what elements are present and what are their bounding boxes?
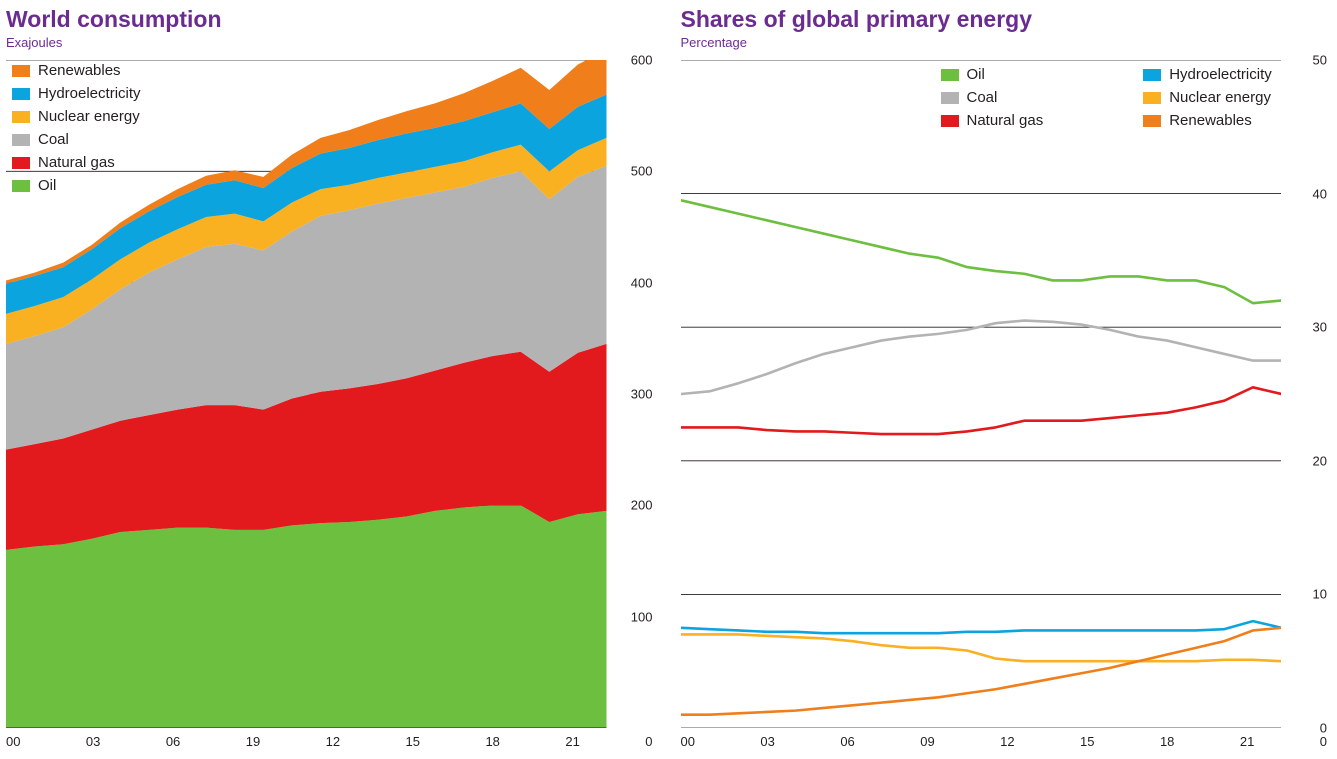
legend-label: Oil (38, 175, 56, 197)
legend-swatch (941, 69, 959, 81)
x-tick: 09 (920, 734, 934, 749)
legend-swatch (12, 180, 30, 192)
x-tick: 00 (6, 734, 20, 749)
legend-item: Renewables (1143, 110, 1272, 132)
x-tick: 06 (166, 734, 180, 749)
legend-item: Hydroelectricity (12, 83, 141, 105)
y-tick: 100 (631, 609, 653, 624)
x-tick: 06 (840, 734, 854, 749)
legend-item: Nuclear energy (1143, 87, 1272, 109)
legend-item: Coal (941, 87, 1044, 109)
left-legend: RenewablesHydroelectricityNuclear energy… (12, 60, 141, 198)
world-consumption-panel: World consumption Exajoules RenewablesHy… (6, 6, 653, 749)
shares-panel: Shares of global primary energy Percenta… (681, 6, 1328, 749)
y-tick: 500 (631, 164, 653, 179)
x-tick: 0 (1320, 734, 1327, 749)
y-tick: 50 (1313, 53, 1327, 68)
legend-swatch (12, 88, 30, 100)
legend-label: Coal (967, 87, 998, 109)
legend-swatch (1143, 69, 1161, 81)
legend-item: Coal (12, 129, 141, 151)
legend-label: Renewables (1169, 110, 1252, 132)
x-tick: 21 (565, 734, 579, 749)
legend-swatch (12, 134, 30, 146)
left-subtitle: Exajoules (6, 35, 653, 50)
legend-swatch (1143, 92, 1161, 104)
right-title: Shares of global primary energy (681, 6, 1328, 33)
right-y-axis: 01020304050 (1281, 60, 1327, 728)
legend-swatch (1143, 115, 1161, 127)
left-plot: RenewablesHydroelectricityNuclear energy… (6, 60, 607, 728)
legend-item: Oil (12, 175, 141, 197)
x-tick: 18 (485, 734, 499, 749)
legend-swatch (12, 65, 30, 77)
x-tick: 0 (645, 734, 652, 749)
left-y-axis: 100200300400500600 (607, 60, 653, 728)
right-subtitle: Percentage (681, 35, 1328, 50)
x-tick: 21 (1240, 734, 1254, 749)
right-plot: OilCoalNatural gas HydroelectricityNuclea… (681, 60, 1282, 728)
legend-swatch (12, 157, 30, 169)
y-tick: 300 (631, 387, 653, 402)
legend-label: Natural gas (967, 110, 1044, 132)
x-tick: 03 (760, 734, 774, 749)
y-tick: 40 (1313, 186, 1327, 201)
legend-item: Natural gas (941, 110, 1044, 132)
left-x-labels: 00 03 06 19 12 15 18 21 0 (6, 734, 653, 749)
right-legend: OilCoalNatural gas HydroelectricityNuclea… (941, 64, 1272, 133)
x-tick: 18 (1160, 734, 1174, 749)
y-tick: 400 (631, 275, 653, 290)
legend-label: Hydroelectricity (38, 83, 141, 105)
legend-item: Hydroelectricity (1143, 64, 1272, 86)
y-tick: 10 (1313, 587, 1327, 602)
legend-item: Oil (941, 64, 1044, 86)
y-tick: 30 (1313, 320, 1327, 335)
x-tick: 19 (246, 734, 260, 749)
y-tick: 20 (1313, 453, 1327, 468)
right-x-labels: 00 03 06 09 12 15 18 21 0 (681, 734, 1328, 749)
legend-item: Renewables (12, 60, 141, 82)
legend-label: Nuclear energy (1169, 87, 1271, 109)
x-tick: 03 (86, 734, 100, 749)
x-tick: 15 (1080, 734, 1094, 749)
legend-swatch (12, 111, 30, 123)
y-tick: 200 (631, 498, 653, 513)
y-tick: 0 (1320, 721, 1327, 736)
legend-label: Hydroelectricity (1169, 64, 1272, 86)
legend-swatch (941, 92, 959, 104)
legend-label: Nuclear energy (38, 106, 140, 128)
legend-label: Renewables (38, 60, 121, 82)
legend-item: Natural gas (12, 152, 141, 174)
x-tick: 00 (681, 734, 695, 749)
legend-item: Nuclear energy (12, 106, 141, 128)
left-title: World consumption (6, 6, 653, 33)
x-tick: 12 (1000, 734, 1014, 749)
legend-label: Coal (38, 129, 69, 151)
y-tick: 600 (631, 53, 653, 68)
legend-label: Natural gas (38, 152, 115, 174)
legend-label: Oil (967, 64, 985, 86)
x-tick: 12 (326, 734, 340, 749)
legend-swatch (941, 115, 959, 127)
x-tick: 15 (406, 734, 420, 749)
